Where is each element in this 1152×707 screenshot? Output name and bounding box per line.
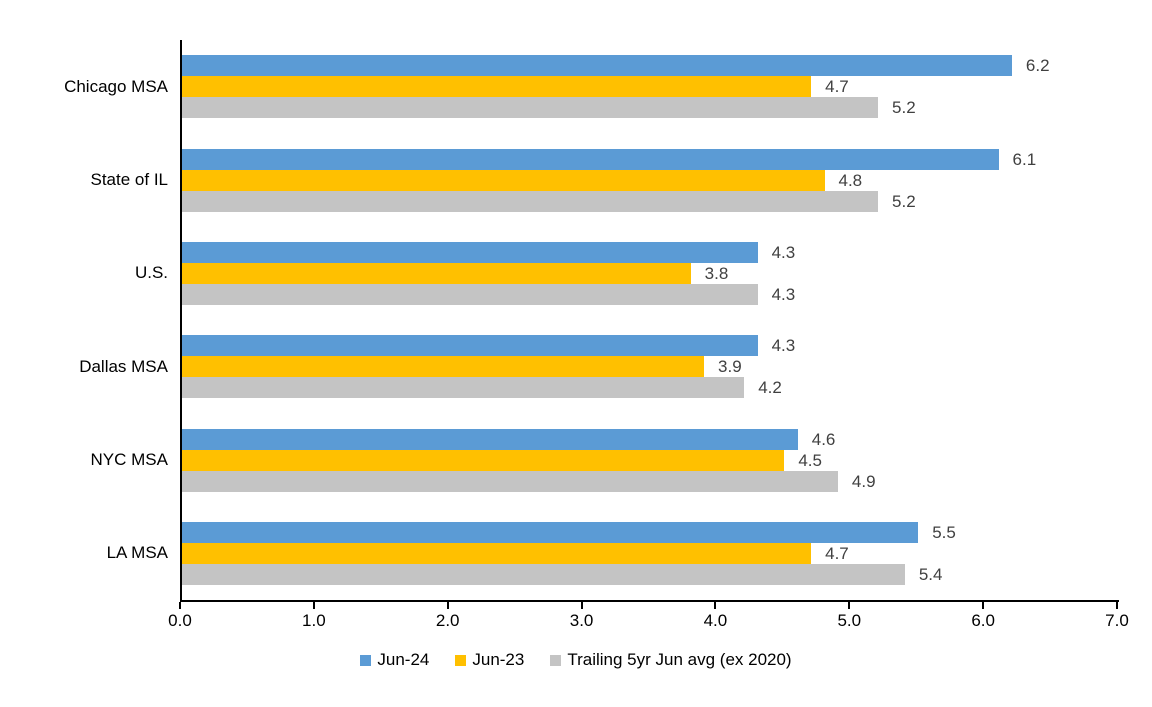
x-tick-label-1-0: 1.0 [302,611,326,630]
value-label-jun-23-u-s: 3.8 [704,263,729,283]
legend-swatch-trailing-5yr-jun-avg-ex-2020 [550,654,562,666]
category-label-u-s: U.S. [134,263,168,283]
value-label-jun-23-la-msa: 4.7 [825,543,849,563]
x-axis-tick-mark [714,602,717,609]
x-axis-tick-mark [982,602,985,609]
x-axis-tick-mark [1116,602,1118,609]
value-label-trailing-5yr-jun-avg-ex-2020-nyc-msa: 4.9 [851,471,876,491]
bar-jun-23-u-s [182,262,691,284]
value-label-jun-23-state-of-il: 4.8 [838,170,863,190]
value-label-jun-23-dallas-msa: 3.9 [718,357,742,377]
value-label-jun-23-nyc-msa: 4.5 [798,450,822,470]
x-tick-label-7-0: 7.0 [1105,611,1129,630]
value-label-trailing-5yr-jun-avg-ex-2020-chicago-msa: 5.2 [892,98,916,118]
bar-jun-23-dallas-msa [182,356,705,378]
bar-jun-24-state-of-il [182,148,999,170]
x-tick-label-3-0: 3.0 [569,611,594,630]
x-axis-tick-mark [179,602,181,609]
bar-jun-24-u-s [182,241,758,263]
value-label-jun-23-chicago-msa: 4.7 [825,77,849,97]
value-label-jun-24-la-msa: 5.5 [932,522,956,542]
category-label-la-msa: LA MSA [106,543,168,563]
x-tick-label-4-0: 4.0 [703,611,728,630]
value-label-jun-24-chicago-msa: 6.2 [1025,56,1050,76]
x-axis-tick-mark [848,602,851,609]
bar-trailing-5yr-jun-avg-ex-2020-state-of-il [182,190,879,212]
bar-trailing-5yr-jun-avg-ex-2020-u-s [182,283,758,305]
bar-jun-24-la-msa [182,521,919,543]
bar-jun-23-nyc-msa [182,449,785,471]
bar-jun-24-chicago-msa [182,55,1012,77]
legend-swatch-jun-23 [455,654,467,666]
bar-trailing-5yr-jun-avg-ex-2020-la-msa [182,563,905,585]
legend-label-jun-23: Jun-23 [472,650,525,669]
x-tick-label-5-0: 5.0 [837,611,862,630]
x-axis-tick-mark [446,602,449,609]
x-tick-label-0-0: 0.0 [168,611,192,630]
category-label-nyc-msa: NYC MSA [90,450,168,469]
x-tick-label-2-0: 2.0 [435,611,460,630]
x-axis-tick-mark [580,602,583,609]
value-label-trailing-5yr-jun-avg-ex-2020-dallas-msa: 4.2 [758,378,782,398]
legend-item-jun-24: Jun-24 [360,650,429,670]
plot-area: 6.2 4.7 5.2 6.1 4.8 5.2 4.3 3.8 4.3 4.3 3.9 4.2 4.6 4… [180,40,1119,602]
bar-trailing-5yr-jun-avg-ex-2020-chicago-msa [182,97,879,119]
bar-jun-24-nyc-msa [182,428,798,450]
legend-swatch-jun-24 [360,654,372,666]
x-tick-label-6-0: 6.0 [971,611,995,630]
value-label-trailing-5yr-jun-avg-ex-2020-state-of-il: 5.2 [892,191,916,211]
bar-trailing-5yr-jun-avg-ex-2020-nyc-msa [182,470,838,492]
bar-trailing-5yr-jun-avg-ex-2020-dallas-msa [182,377,745,399]
bar-jun-23-la-msa [182,542,812,564]
chart-legend: Jun-24 Jun-23 Trailing 5yr Jun avg (ex 202… [0,650,1152,670]
legend-label-trailing-5yr-jun-avg-ex-2020: Trailing 5yr Jun avg (ex 2020) [567,650,792,669]
legend-item-trailing-5yr-jun-avg-ex-2020: Trailing 5yr Jun avg (ex 2020) [550,650,792,670]
value-label-trailing-5yr-jun-avg-ex-2020-u-s: 4.3 [771,284,796,304]
bar-jun-23-chicago-msa [182,76,812,98]
value-label-jun-24-dallas-msa: 4.3 [771,336,796,356]
category-label-dallas-msa: Dallas MSA [79,356,168,376]
value-label-jun-24-u-s: 4.3 [771,242,796,262]
x-axis-tick-mark [312,602,315,609]
category-label-state-of-il: State of IL [90,170,169,189]
value-label-jun-24-state-of-il: 6.1 [1012,149,1037,169]
legend-label-jun-24: Jun-24 [377,650,430,669]
category-label-chicago-msa: Chicago MSA [64,76,168,96]
value-label-jun-24-nyc-msa: 4.6 [811,429,836,449]
bar-jun-24-dallas-msa [182,335,758,357]
bar-jun-23-state-of-il [182,169,825,191]
value-label-trailing-5yr-jun-avg-ex-2020-la-msa: 5.4 [918,564,943,584]
legend-item-jun-23: Jun-23 [455,650,524,670]
